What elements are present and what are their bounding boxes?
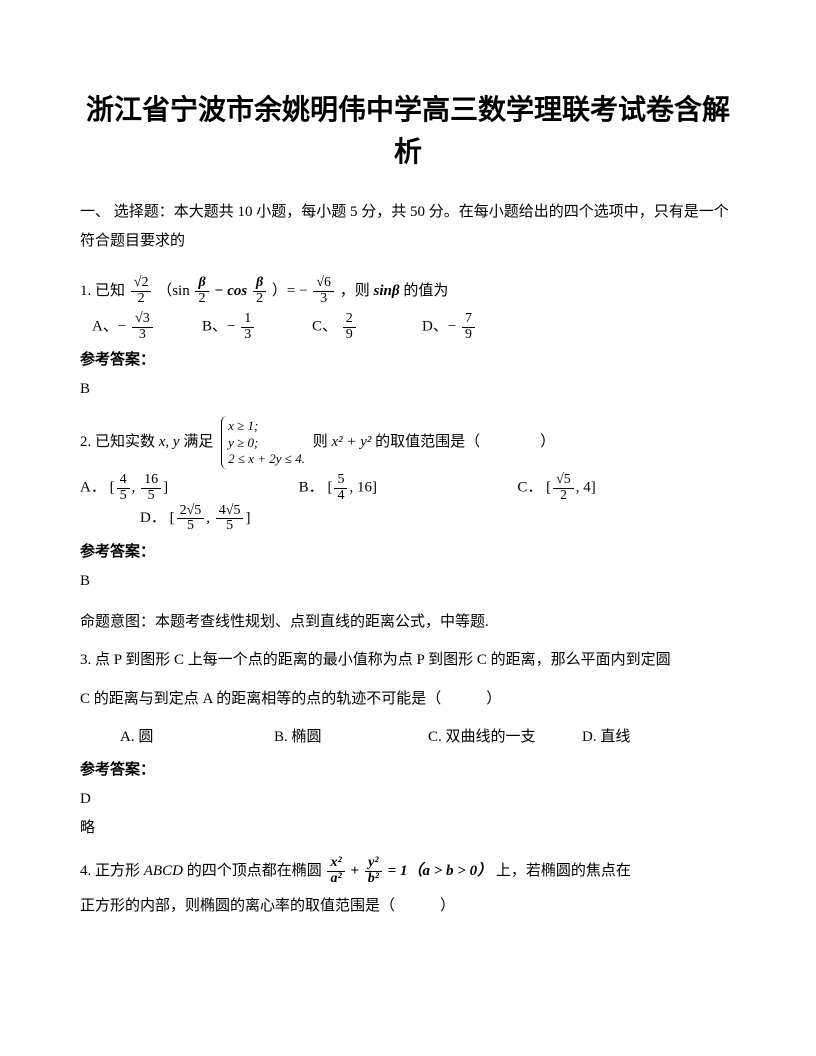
q2-options-row1: A． [45, 165] B． [54, 16] C． [√52, 4] [80,473,736,503]
q2-xy: x, y [159,434,180,450]
q1-option-d: D、− 7 9 [422,312,532,342]
q2-mid2: 则 [313,434,328,450]
q1-frac-beta2-b: β 2 [253,276,266,306]
q1-frac-sqrt2-2: √2 2 [131,276,152,306]
question-1: 1. 已知 √2 2 （sin β 2 − cos β 2 ）= − √6 3 … [80,275,736,308]
q2-conditions: x ≥ 1; y ≥ 0; 2 ≤ x + 2y ≤ 4. [221,416,305,469]
q3-answer: D [80,791,736,808]
q2-explain: 命题意图：本题考查线性规划、点到直线的距离公式，中等题. [80,608,736,637]
q1-mid: ，则 [340,283,370,299]
q2-option-d: D． [2√55, 4√55] [140,510,250,526]
q1-paren-open: （sin [157,283,190,299]
q2-expr: x² + y² [331,434,371,450]
q2-answer-label: 参考答案： [80,540,736,561]
question-2: 2. 已知实数 x, y 满足 x ≥ 1; y ≥ 0; 2 ≤ x + 2y… [80,416,736,469]
q1-answer-label: 参考答案： [80,348,736,369]
q2-option-c: C． [√52, 4] [517,473,736,503]
q1-frac-beta2-a: β 2 [195,276,208,306]
q2-answer: B [80,573,736,590]
q1-minus-cos: − cos [214,283,247,299]
q1-option-c: C、 2 9 [312,312,422,342]
section-1-heading: 一、 选择题：本大题共 10 小题，每小题 5 分，共 50 分。在每小题给出的… [80,198,736,255]
q1-post: 的值为 [403,283,448,299]
q1-answer: B [80,381,736,398]
q4-abcd: ABCD [144,863,183,879]
q4-frac-y2b2: y² b² [365,856,382,886]
q1-text-pre: 1. 已知 [80,283,125,299]
q2-post: 的取值范围是（ ） [375,434,555,450]
q3-option-b: B. 椭圆 [274,723,428,752]
q1-option-a: A、− √3 3 [92,312,202,342]
q4-eq-rhs: = 1（a > b > 0） [388,863,492,879]
q2-option-a: A． [45, 165] [80,473,299,503]
page-title: 浙江省宁波市余姚明伟中学高三数学理联考试卷含解析 [80,90,736,174]
q1-option-b: B、− 1 3 [202,312,312,342]
q2-pre: 2. 已知实数 [80,434,155,450]
q1-paren-close: ）= − [272,283,308,299]
question-4-line2: 正方形的内部，则椭圆的离心率的取值范围是（ ） [80,892,736,921]
question-4-line1: 4. 正方形 ABCD 的四个顶点都在椭圆 x² a² + y² b² = 1（… [80,855,736,888]
q2-mid1: 满足 [183,434,213,450]
q3-options: A. 圆 B. 椭圆 C. 双曲线的一支 D. 直线 [80,723,736,752]
q3-answer-label: 参考答案： [80,758,736,779]
q3-note: 略 [80,816,736,837]
q3-option-c: C. 双曲线的一支 [428,723,582,752]
exam-page: 浙江省宁波市余姚明伟中学高三数学理联考试卷含解析 一、 选择题：本大题共 10 … [0,0,816,970]
q1-frac-sqrt6-3: √6 3 [313,276,334,306]
q4-frac-x2a2: x² a² [327,856,344,886]
q2-option-b: B． [54, 16] [299,473,518,503]
q1-sinbeta: sinβ [374,283,400,299]
q2-options-row2: D． [2√55, 4√55] [80,504,736,534]
q1-options: A、− √3 3 B、− 1 3 C、 2 9 D、− 7 9 [80,312,736,342]
q3-option-d: D. 直线 [582,723,736,752]
q3-option-a: A. 圆 [120,723,274,752]
question-3-line2: C 的距离与到定点 A 的距离相等的点的轨迹不可能是（ ） [80,685,736,714]
question-3-line1: 3. 点 P 到图形 C 上每一个点的距离的最小值称为点 P 到图形 C 的距离… [80,646,736,675]
